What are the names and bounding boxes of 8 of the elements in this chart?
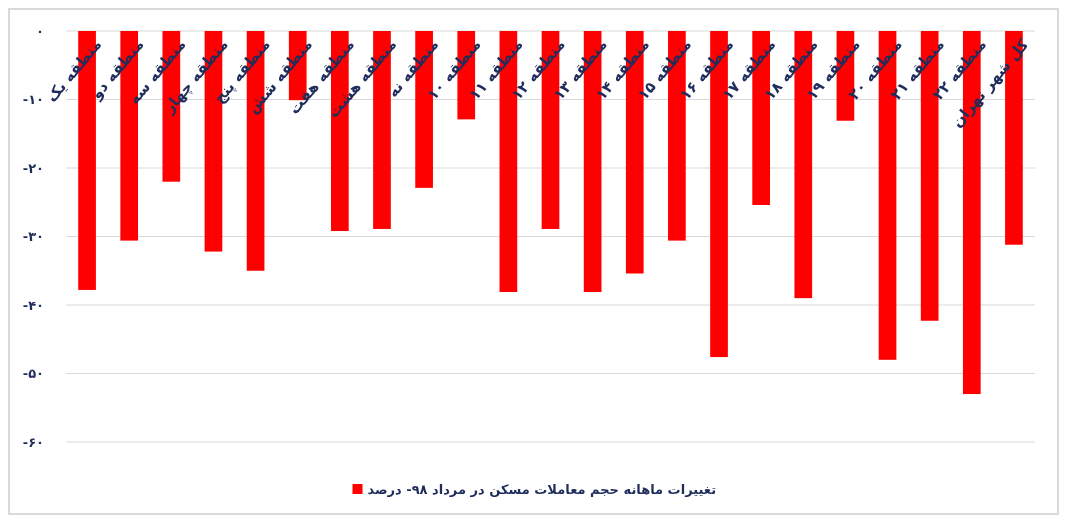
- y-tick-label: -۴۰: [22, 297, 44, 313]
- y-tick-label: -۶۰: [22, 434, 44, 450]
- y-tick-label: ۰: [36, 23, 44, 39]
- y-tick-label: -۳۰: [22, 229, 44, 245]
- y-tick-label: -۱۰: [22, 92, 44, 108]
- legend-label: تغییرات ماهانه حجم معاملات مسکن در مرداد ۹۸- درصد: [367, 481, 717, 497]
- y-tick-label: -۵۰: [22, 366, 44, 382]
- y-tick-label: -۲۰: [22, 160, 44, 176]
